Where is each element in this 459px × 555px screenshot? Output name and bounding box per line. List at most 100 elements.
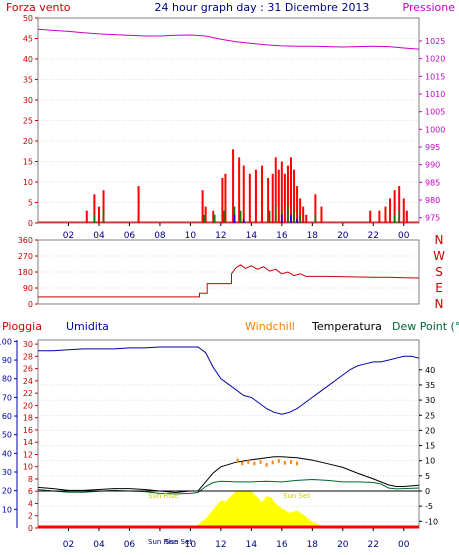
temp-tick-label: 25 <box>425 411 435 420</box>
hour-tick-label: 12 <box>215 540 226 550</box>
hour-tick-label: 22 <box>368 231 379 241</box>
pressure-tick-label: 975 <box>425 214 440 223</box>
humidity-tick-label: 80 <box>2 375 12 384</box>
temp-tick-label: 5 <box>425 472 430 481</box>
windchill-legend-label: Windchill <box>245 320 295 333</box>
rain-tick-label: 8 <box>28 475 33 484</box>
sun-event-label: Sun Rise <box>148 538 178 546</box>
hour-tick-label: 00 <box>398 231 410 241</box>
pressure-tick-label: 1015 <box>425 72 445 81</box>
pressure-tick-label: 1005 <box>425 108 445 117</box>
pressure-tick-label: 1025 <box>425 37 445 46</box>
humidity-tick-label: 20 <box>2 487 12 496</box>
wind-tick-label: 40 <box>23 55 33 64</box>
hour-tick-label: 10 <box>185 231 197 241</box>
compass-label: N <box>435 233 444 247</box>
hour-tick-label: 14 <box>246 540 258 550</box>
rain-tick-label: 6 <box>28 487 33 496</box>
humidity-tick-label: 50 <box>2 431 12 440</box>
hour-tick-label: 04 <box>93 540 105 550</box>
temp-tick-label: 40 <box>425 366 435 375</box>
temp-tick-label: 35 <box>425 381 435 390</box>
humidity-tick-label: 40 <box>2 449 12 458</box>
pressure-tick-label: 990 <box>425 161 440 170</box>
temp-tick-label: 15 <box>425 442 435 451</box>
hour-tick-label: 20 <box>337 540 349 550</box>
pressure-tick-label: 980 <box>425 196 440 205</box>
hour-tick-label: 18 <box>307 231 319 241</box>
hour-tick-label: 22 <box>368 540 379 550</box>
hour-tick-label: 16 <box>276 540 288 550</box>
compass-label: E <box>435 281 443 295</box>
rain-tick-label: 10 <box>23 463 33 472</box>
compass-label: S <box>435 265 443 279</box>
hour-tick-label: 06 <box>124 231 136 241</box>
solar-radiation-area <box>182 491 328 528</box>
hour-tick-label: 02 <box>63 540 74 550</box>
direction-series-line <box>38 264 420 298</box>
rain-tick-label: 4 <box>28 499 33 508</box>
humidity-tick-label: 10 <box>2 505 12 514</box>
temp-tick-label: -10 <box>425 517 438 526</box>
rain-tick-label: 24 <box>23 377 33 386</box>
pressure-tick-label: 985 <box>425 178 440 187</box>
temp-tick-label: 0 <box>425 487 430 496</box>
humidity-tick-label: 100 <box>0 337 12 346</box>
humidity-legend-label: Umidita <box>66 320 109 333</box>
direction-tick-label: 0 <box>28 300 33 309</box>
wind-tick-label: 20 <box>23 137 33 146</box>
rain-tick-label: 16 <box>23 426 33 435</box>
graph-title: 24 hour graph day : 31 Dicembre 2013 <box>155 1 370 14</box>
rain-tick-label: 14 <box>23 438 33 447</box>
hour-tick-label: 08 <box>154 231 166 241</box>
humidity-tick-label: 70 <box>2 393 12 402</box>
wind-tick-label: 25 <box>23 117 33 126</box>
pressure-tick-label: 995 <box>425 143 440 152</box>
rain-tick-label: 20 <box>23 401 33 410</box>
rain-tick-label: 28 <box>23 352 33 361</box>
direction-tick-label: 270 <box>18 252 33 261</box>
hour-tick-label: 18 <box>307 540 319 550</box>
hour-tick-label: 06 <box>124 540 136 550</box>
rain-tick-label: 2 <box>28 512 33 521</box>
temp-tick-label: 10 <box>425 457 435 466</box>
hour-tick-label: 20 <box>337 231 349 241</box>
pressure-tick-label: 1020 <box>425 55 445 64</box>
temp-tick-label: 30 <box>425 396 435 405</box>
wind-tick-label: 50 <box>23 14 33 23</box>
wind-tick-label: 45 <box>23 35 33 44</box>
rain-tick-label: 30 <box>23 340 33 349</box>
rain-tick-label: 26 <box>23 365 33 374</box>
rain-legend-label: Pioggia <box>2 320 42 333</box>
rain-tick-label: 0 <box>28 524 33 533</box>
direction-tick-label: 360 <box>18 236 33 245</box>
hour-tick-label: 04 <box>93 231 105 241</box>
sun-event-label: Sun Rise <box>148 492 178 500</box>
dewpoint-legend-label: Dew Point (°C <box>392 320 459 333</box>
rain-tick-label: 18 <box>23 414 33 423</box>
compass-label: N <box>435 297 444 311</box>
wind-tick-label: 15 <box>23 158 33 167</box>
wind-tick-label: 30 <box>23 96 33 105</box>
wind-axis-title: Forza vento <box>6 1 71 14</box>
humidity-tick-label: 60 <box>2 412 12 421</box>
temp-humidity-plot-frame <box>37 339 420 529</box>
hour-tick-label: 10 <box>185 540 197 550</box>
wind-tick-label: 5 <box>28 199 33 208</box>
direction-tick-label: 90 <box>23 284 33 293</box>
pressure-tick-label: 1010 <box>425 90 445 99</box>
sun-event-label: Sun Set <box>165 538 192 546</box>
humidity-tick-label: 90 <box>2 356 12 365</box>
rain-tick-label: 12 <box>23 450 33 459</box>
wind-tick-label: 10 <box>23 178 33 187</box>
humidity-tick-label: 30 <box>2 468 12 477</box>
temperature-series-line <box>37 456 420 494</box>
temperature-legend-label: Temperatura <box>311 320 382 333</box>
pressure-axis-title: Pressione <box>403 1 456 14</box>
pressure-series-line <box>37 28 420 50</box>
direction-tick-label: 180 <box>18 268 33 277</box>
hour-tick-label: 12 <box>215 231 226 241</box>
hour-tick-label: 14 <box>246 231 258 241</box>
